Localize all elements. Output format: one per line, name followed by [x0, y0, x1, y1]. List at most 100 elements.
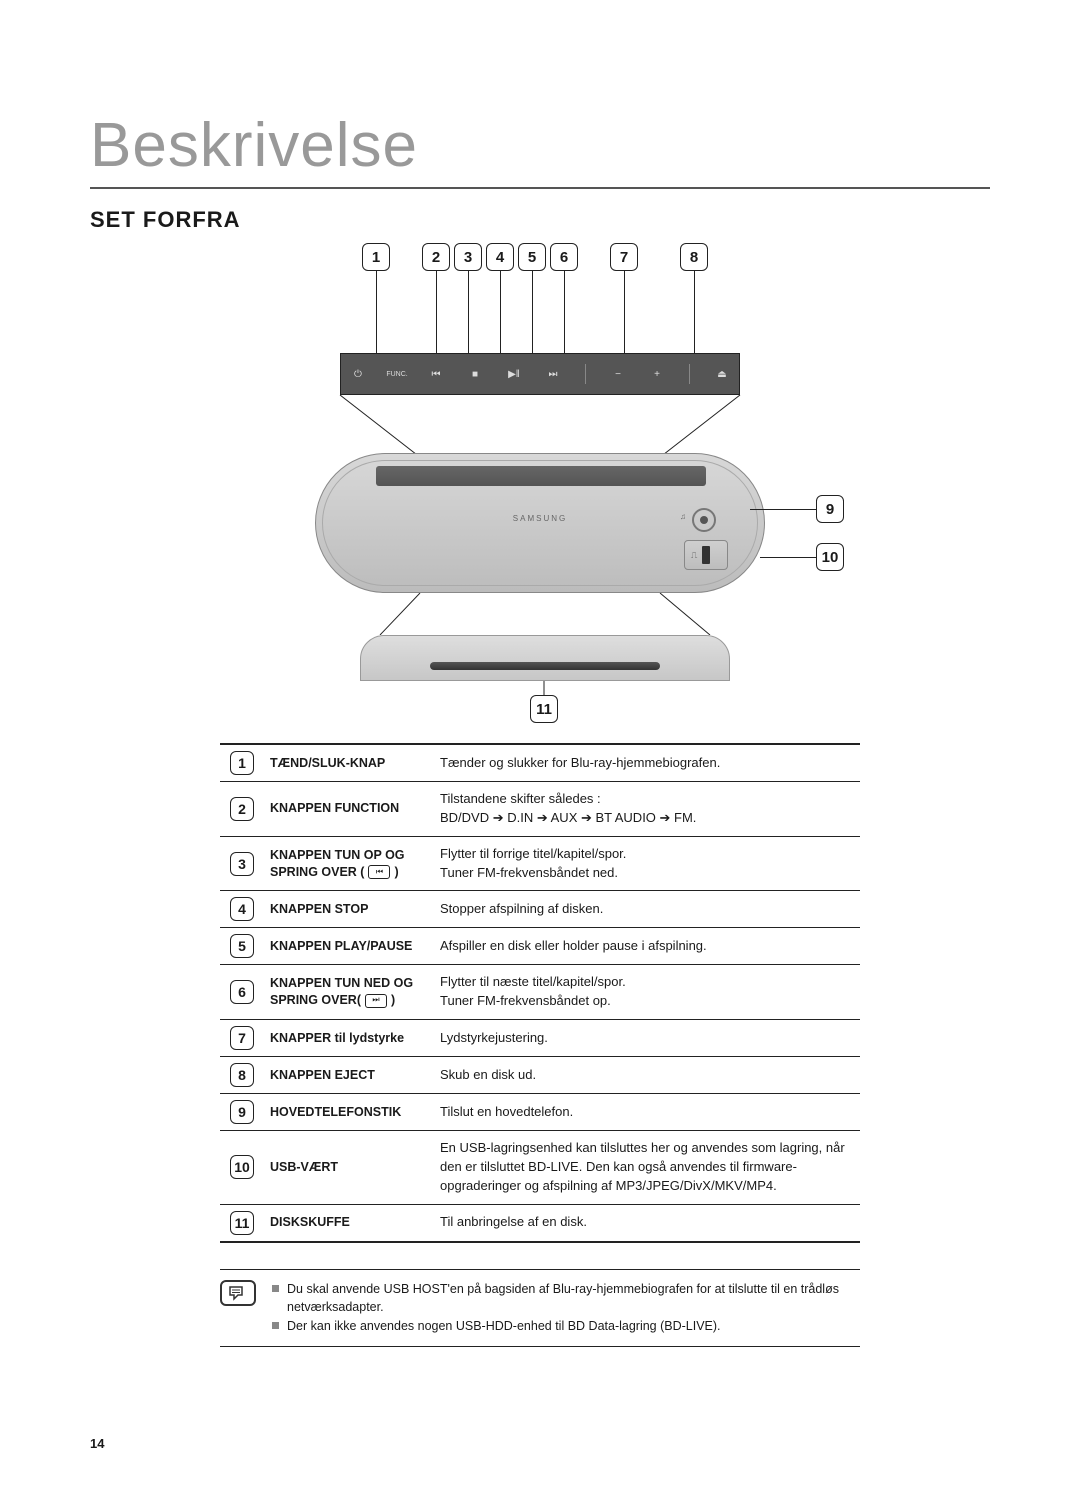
- callout-7: 7: [610, 243, 638, 271]
- table-row: 5 KNAPPEN PLAY/PAUSEAfspiller en disk ell…: [220, 928, 860, 965]
- top-callout-row: 12345678: [220, 243, 860, 353]
- table-row: 7 KNAPPER til lydstyrkeLydstyrkejustering…: [220, 1020, 860, 1057]
- row-label: KNAPPEN FUNCTION: [264, 782, 434, 836]
- row-description: Flytter til næste titel/kapitel/spor.Tun…: [434, 965, 860, 1019]
- note-item: Der kan ikke anvendes nogen USB-HDD-enhe…: [272, 1317, 860, 1336]
- device-brand: SAMSUNG: [513, 514, 567, 523]
- bottom-leader: [220, 681, 860, 695]
- headphone-jack: [692, 508, 716, 532]
- spec-table: 1 TÆND/SLUK-KNAPTænder og slukker for Blu…: [220, 743, 860, 1243]
- row-label: KNAPPEN PLAY/PAUSE: [264, 928, 434, 964]
- note-list: Du skal anvende USB HOST'en på bagsiden …: [272, 1280, 860, 1336]
- callout-leader: [694, 271, 695, 353]
- row-number: 9: [230, 1100, 254, 1124]
- device-body: SAMSUNG ♫ ⎍: [315, 453, 765, 593]
- skip-fwd-icon: ⏭: [365, 994, 387, 1008]
- table-row: 11 DISKSKUFFETil anbringelse af en disk.: [220, 1205, 860, 1241]
- callout-4: 4: [486, 243, 514, 271]
- skip-back-icon: ⏮: [429, 367, 443, 381]
- divider: [585, 364, 586, 384]
- page-title: Beskrivelse: [90, 110, 990, 189]
- row-number-cell: 1: [220, 745, 264, 781]
- callout-10: 10: [816, 543, 844, 571]
- callout-leader: [376, 271, 377, 353]
- headphone-glyph: ♫: [680, 512, 686, 521]
- row-number-cell: 11: [220, 1205, 264, 1241]
- row-description: Skub en disk ud.: [434, 1057, 860, 1093]
- row-number: 1: [230, 751, 254, 775]
- bullet-icon: [272, 1285, 279, 1292]
- callout-9: 9: [816, 495, 844, 523]
- disc-tray-view: [360, 635, 730, 681]
- eject-icon: ⏏: [715, 367, 729, 381]
- control-strip-zoom: ⏻ FUNC. ⏮ ■ ▶‖ ⏭ − + ⏏: [340, 353, 740, 395]
- table-row: 9HOVEDTELEFONSTIKTilslut en hovedtelefon…: [220, 1094, 860, 1131]
- device-top-strip: [376, 466, 706, 486]
- row-number-cell: 8: [220, 1057, 264, 1093]
- usb-glyph: ⎍: [691, 550, 697, 561]
- row-label: KNAPPEN TUN NED OGSPRING OVER(⏭): [264, 965, 434, 1019]
- page-number: 14: [90, 1436, 104, 1451]
- vol-up-icon: +: [650, 367, 664, 381]
- row-label: TÆND/SLUK-KNAP: [264, 745, 434, 781]
- row-description: Tænder og slukker for Blu-ray-hjemmebiog…: [434, 745, 860, 781]
- vol-down-icon: −: [611, 367, 625, 381]
- row-number-cell: 7: [220, 1020, 264, 1056]
- table-row: 10USB-VÆRTEn USB-lagringsenhed kan tilsl…: [220, 1131, 860, 1205]
- row-number: 7: [230, 1026, 254, 1050]
- row-number: 4: [230, 897, 254, 921]
- row-number: 2: [230, 797, 254, 821]
- row-description: Flytter til forrige titel/kapitel/spor.T…: [434, 837, 860, 891]
- note-text: Du skal anvende USB HOST'en på bagsiden …: [287, 1280, 860, 1318]
- power-icon: ⏻: [351, 367, 365, 381]
- usb-slot: ⎍: [684, 540, 728, 570]
- tray-leader-lines: [220, 593, 860, 635]
- row-description: Til anbringelse af en disk.: [434, 1205, 860, 1241]
- callout-6: 6: [550, 243, 578, 271]
- row-description: Tilstandene skifter således :BD/DVD ➔ D.…: [434, 782, 860, 836]
- table-row: 6KNAPPEN TUN NED OGSPRING OVER(⏭)Flytter…: [220, 965, 860, 1020]
- row-description: Stopper afspilning af disken.: [434, 891, 860, 927]
- side-leader: [760, 557, 816, 558]
- row-label: KNAPPEN TUN OP OGSPRING OVER (⏮): [264, 837, 434, 891]
- row-number: 10: [230, 1155, 254, 1179]
- notes-block: Du skal anvende USB HOST'en på bagsiden …: [220, 1269, 860, 1347]
- page-subtitle: SET FORFRA: [90, 207, 990, 233]
- callout-3: 3: [454, 243, 482, 271]
- row-number-cell: 4: [220, 891, 264, 927]
- divider: [689, 364, 690, 384]
- note-item: Du skal anvende USB HOST'en på bagsiden …: [272, 1280, 860, 1318]
- row-number: 11: [230, 1211, 254, 1235]
- row-description: Afspiller en disk eller holder pause i a…: [434, 928, 860, 964]
- table-row: 8KNAPPEN EJECTSkub en disk ud.: [220, 1057, 860, 1094]
- table-row: 2 KNAPPEN FUNCTIONTilstandene skifter sål…: [220, 782, 860, 837]
- note-text: Der kan ikke anvendes nogen USB-HDD-enhe…: [287, 1317, 721, 1336]
- play-pause-icon: ▶‖: [507, 367, 521, 381]
- device-diagram: 12345678 ⏻ FUNC. ⏮ ■ ▶‖ ⏭ − + ⏏ SAMSUNG …: [220, 243, 860, 723]
- callout-2: 2: [422, 243, 450, 271]
- row-number-cell: 10: [220, 1131, 264, 1204]
- callout-leader: [624, 271, 625, 353]
- row-number-cell: 2: [220, 782, 264, 836]
- row-description: En USB-lagringsenhed kan tilsluttes her …: [434, 1131, 860, 1204]
- row-number-cell: 6: [220, 965, 264, 1019]
- row-description: Lydstyrkejustering.: [434, 1020, 860, 1056]
- bullet-icon: [272, 1322, 279, 1329]
- callout-leader: [532, 271, 533, 353]
- row-label: DISKSKUFFE: [264, 1205, 434, 1241]
- manual-page: Beskrivelse SET FORFRA 12345678 ⏻ FUNC. …: [0, 0, 1080, 1485]
- row-number: 3: [230, 852, 254, 876]
- row-label: KNAPPEN EJECT: [264, 1057, 434, 1093]
- function-icon: FUNC.: [390, 367, 404, 381]
- row-label: KNAPPEN STOP: [264, 891, 434, 927]
- row-number: 5: [230, 934, 254, 958]
- note-icon: [220, 1280, 256, 1306]
- row-number-cell: 5: [220, 928, 264, 964]
- stop-icon: ■: [468, 367, 482, 381]
- row-label: HOVEDTELEFONSTIK: [264, 1094, 434, 1130]
- row-number-cell: 9: [220, 1094, 264, 1130]
- callout-leader: [500, 271, 501, 353]
- row-label: KNAPPER til lydstyrke: [264, 1020, 434, 1056]
- callout-leader: [468, 271, 469, 353]
- table-row: 3 KNAPPEN TUN OP OGSPRING OVER (⏮)Flytter…: [220, 837, 860, 892]
